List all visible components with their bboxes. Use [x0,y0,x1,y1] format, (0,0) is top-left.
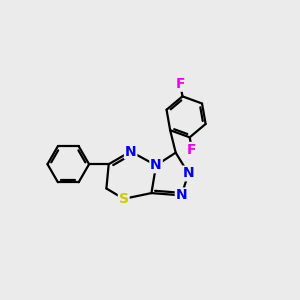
Text: S: S [119,192,129,206]
Text: N: N [176,188,187,203]
Text: F: F [187,143,197,157]
Text: F: F [176,77,185,91]
Text: N: N [183,167,194,180]
Text: N: N [125,145,136,158]
Text: N: N [150,158,162,172]
